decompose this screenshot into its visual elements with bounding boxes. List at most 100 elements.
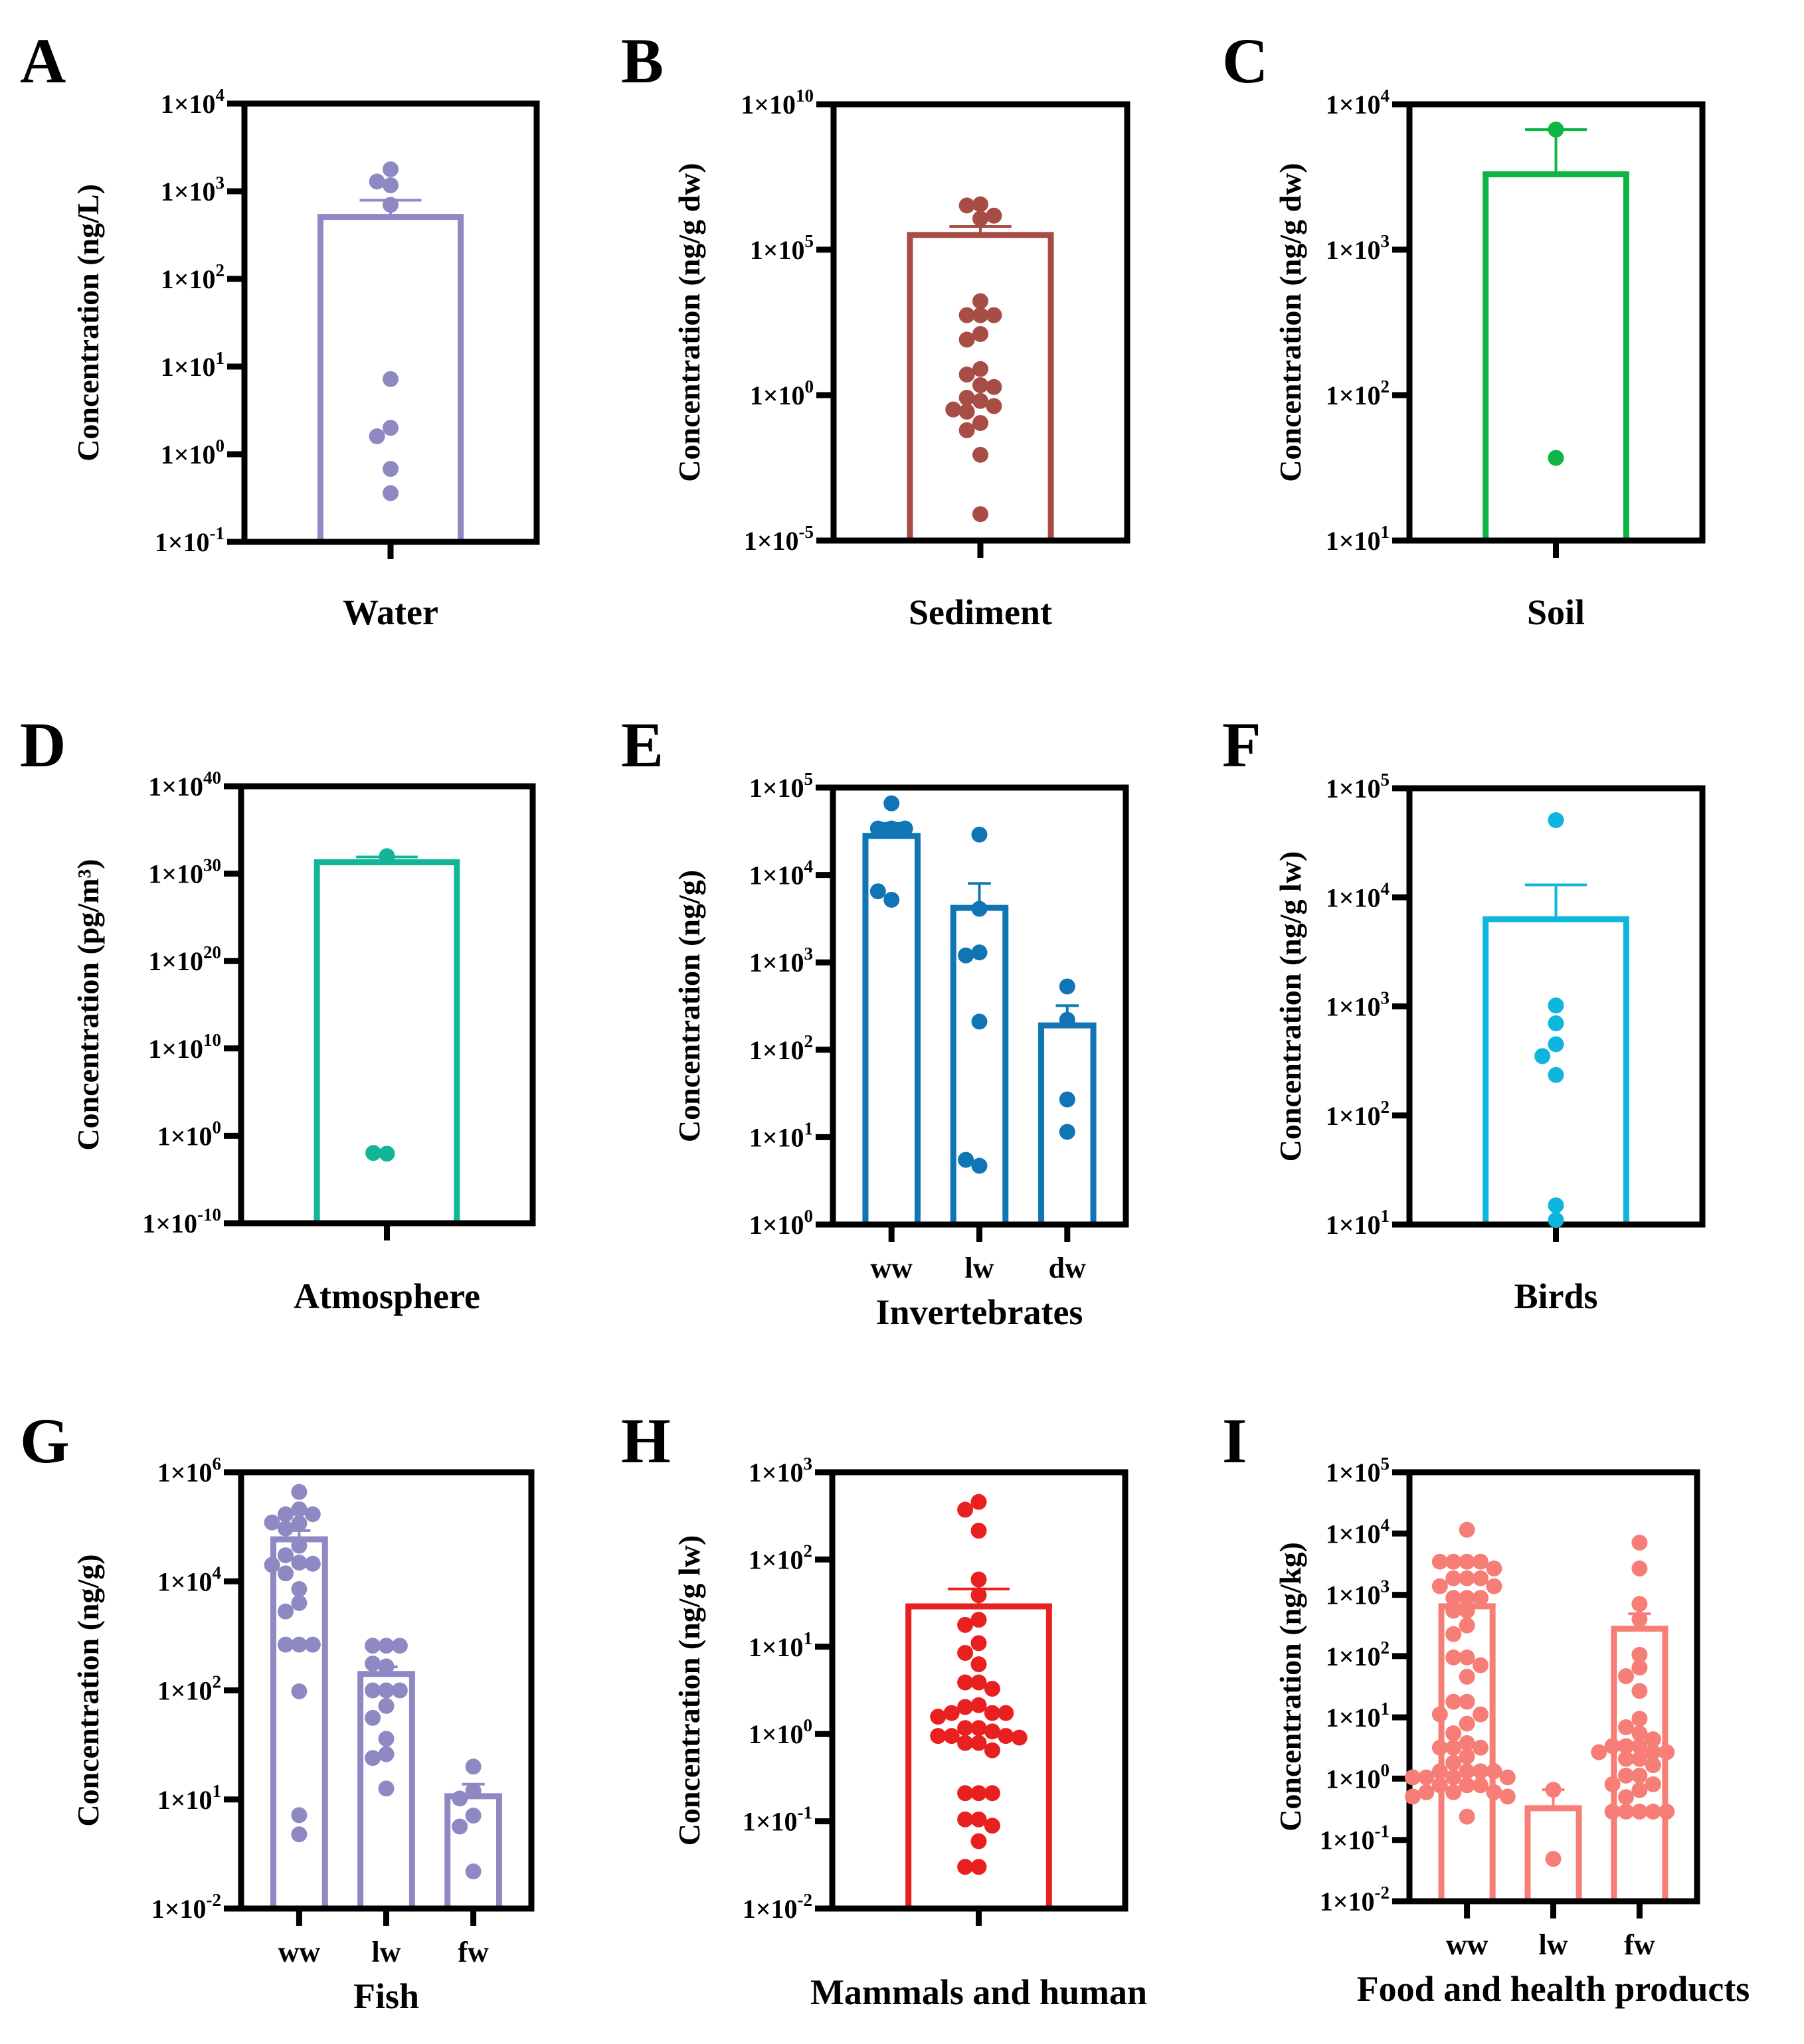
data-point (958, 197, 975, 214)
data-point (1534, 1048, 1551, 1065)
data-point (1459, 1617, 1475, 1634)
data-point (1631, 1535, 1648, 1551)
data-point (970, 1720, 987, 1737)
data-point (1473, 1763, 1488, 1780)
data-point (958, 422, 975, 438)
data-point (1545, 1782, 1562, 1798)
data-point (972, 414, 988, 431)
data-point (984, 1705, 1000, 1721)
bar-birds (1483, 916, 1629, 1222)
data-point (883, 795, 900, 811)
data-point (970, 1587, 987, 1604)
data-point (304, 1555, 321, 1572)
data-point (278, 1565, 294, 1582)
y-tick-label: 1×10-10 (142, 1205, 221, 1238)
bar-water (317, 214, 464, 539)
data-point (1548, 450, 1564, 466)
y-tick-label: 1×101 (1326, 1206, 1390, 1240)
data-point (278, 1547, 294, 1564)
y-tick-label: 1×10-2 (1320, 1883, 1390, 1916)
y-tick-label: 1×103 (749, 1454, 812, 1488)
data-point (970, 1656, 987, 1673)
data-point (972, 392, 988, 409)
y-axis-label: Concentration (ng/L) (71, 184, 105, 462)
x-category-label: fw (458, 1936, 489, 1968)
data-point (957, 1645, 974, 1661)
data-point (943, 1705, 960, 1721)
data-point (291, 1537, 308, 1554)
panel-letter: D (20, 709, 66, 780)
data-point (971, 1013, 988, 1030)
data-point (365, 1638, 381, 1654)
data-point (291, 1515, 308, 1532)
y-tick-label: 1×100 (157, 1117, 221, 1151)
data-point (972, 307, 988, 323)
y-tick-label: 1×1040 (148, 768, 221, 802)
data-point (365, 1682, 381, 1699)
x-category-label: lw (965, 1252, 994, 1284)
data-point (971, 1157, 988, 1174)
y-tick-label: 1×103 (1326, 988, 1390, 1022)
data-point (1459, 1668, 1475, 1685)
data-point (1059, 1011, 1075, 1028)
data-point (1645, 1731, 1661, 1748)
data-point (1631, 1660, 1648, 1676)
data-point (1499, 1769, 1516, 1786)
y-tick-label: 1×100 (1326, 1760, 1390, 1794)
data-point (1405, 1769, 1421, 1786)
y-tick-label: 1×100 (161, 436, 225, 469)
data-point (1473, 1570, 1488, 1586)
x-axis-label: Birds (1514, 1276, 1597, 1316)
data-point (1618, 1738, 1634, 1754)
panel-letter: C (1222, 25, 1268, 96)
data-point (1431, 1739, 1448, 1756)
bar-soil (1483, 171, 1629, 538)
x-axis-label: Invertebrates (876, 1292, 1083, 1332)
data-point (986, 307, 1002, 323)
data-point (1631, 1596, 1648, 1612)
data-point (930, 1728, 947, 1745)
data-point (970, 1635, 987, 1652)
x-category-label: ww (278, 1936, 321, 1968)
data-point (383, 420, 399, 436)
data-point (378, 1746, 395, 1762)
y-axis-label: Concentration (ng/g lw) (672, 1535, 706, 1846)
data-point (970, 1522, 987, 1539)
data-point (998, 1705, 1014, 1721)
data-point (304, 1506, 321, 1523)
data-point (1631, 1646, 1648, 1663)
y-tick-label: 1×101 (749, 1628, 812, 1662)
plot-frame (1406, 1469, 1700, 1905)
data-point (1459, 1693, 1475, 1710)
y-tick-label: 1×105 (1326, 1454, 1390, 1488)
data-point (984, 1785, 1000, 1802)
data-point (943, 1728, 960, 1745)
y-tick-label: 1×100 (749, 1206, 813, 1240)
data-point (1431, 1553, 1448, 1570)
data-point (1631, 1711, 1648, 1727)
panel-letter: B (621, 25, 664, 96)
data-point (383, 371, 399, 387)
y-tick-label: 1×102 (157, 1672, 221, 1706)
y-tick-label: 1×103 (1326, 1576, 1390, 1610)
data-point (1486, 1578, 1502, 1594)
data-point (1631, 1738, 1648, 1754)
y-tick-label: 1×105 (749, 769, 813, 803)
y-tick-label: 1×101 (1326, 1699, 1390, 1733)
panel-B: B 1×1010 1×105 1×100 1×10-5 Concentration (ng… (621, 25, 1130, 632)
data-point (972, 293, 988, 309)
data-point (383, 461, 399, 477)
panel-I: I 1×105 1×104 1×103 1×102 1×101 1×100 1×10-1 1×1… (1222, 1405, 1750, 2009)
data-point (1445, 1784, 1462, 1800)
x-axis-label: Atmosphere (294, 1276, 480, 1316)
y-tick-label: 1×10-1 (1320, 1822, 1390, 1855)
y-tick-label: 1×1010 (148, 1030, 221, 1064)
data-point (972, 506, 988, 523)
x-category-label: dw (1049, 1252, 1086, 1284)
data-point (1618, 1750, 1634, 1767)
data-point (1459, 1521, 1475, 1538)
y-tick-label: 1×100 (750, 377, 814, 410)
data-point (1405, 1788, 1421, 1805)
x-axis-label: Mammals and human (810, 1972, 1147, 2012)
